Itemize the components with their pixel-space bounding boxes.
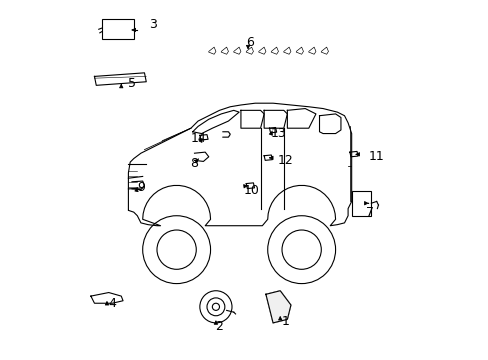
Text: 1: 1 [281,315,289,328]
Text: 11: 11 [368,150,384,163]
Text: 4: 4 [108,297,116,310]
Text: 10: 10 [243,184,259,197]
Text: 9: 9 [137,181,144,194]
Bar [102,19,134,39]
Bar [351,191,370,216]
Text: 2: 2 [215,320,223,333]
Polygon shape [265,291,290,323]
Text: 3: 3 [149,18,157,31]
Text: 13: 13 [270,127,286,140]
Text: 6: 6 [245,36,253,49]
Text: 5: 5 [128,77,136,90]
Text: 8: 8 [190,157,198,170]
Polygon shape [223,132,230,137]
Text: 14: 14 [190,132,205,145]
Text: 7: 7 [365,206,373,219]
Text: 12: 12 [277,154,293,167]
